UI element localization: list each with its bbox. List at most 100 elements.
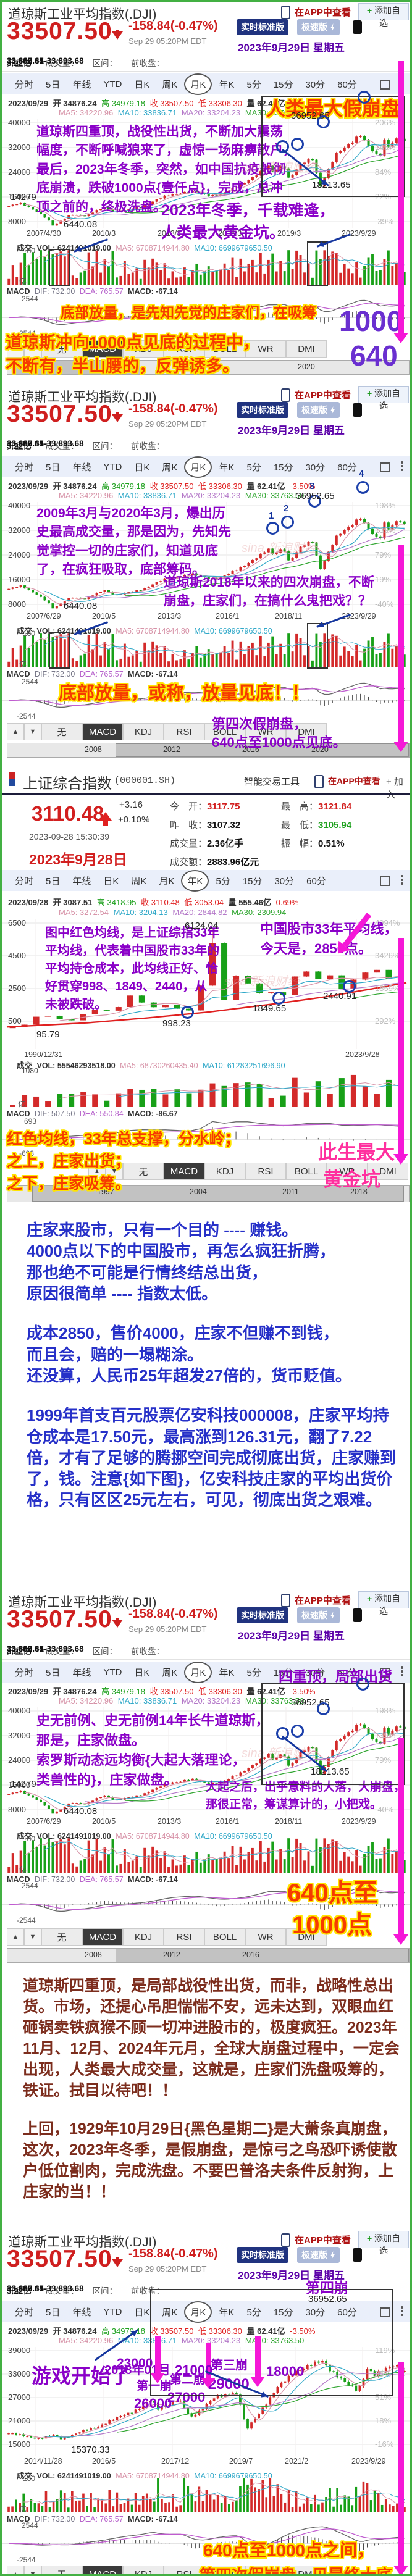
indicator-tab-BOLL[interactable]: BOLL (286, 1163, 327, 1180)
tab-YTD[interactable]: YTD (103, 461, 122, 472)
tab-60分[interactable]: 60分 (337, 79, 357, 90)
tab-月K[interactable]: 月K (184, 73, 212, 95)
indicator-nav-arrow[interactable]: ▲ (7, 2566, 24, 2574)
tab-30分[interactable]: 30分 (305, 1667, 326, 1678)
realtime-standard-badge[interactable]: 实时标准版 (237, 2247, 288, 2263)
scrollbar-thumb[interactable] (116, 743, 409, 757)
indicator-tab-RSI[interactable]: RSI (164, 2566, 204, 2574)
tab-5日[interactable]: 5日 (46, 2307, 61, 2318)
volume-chart[interactable] (2, 632, 410, 667)
tab-30分[interactable]: 30分 (274, 876, 295, 887)
more-options-icon[interactable] (401, 461, 403, 464)
tab-分时[interactable]: 分时 (15, 1667, 34, 1678)
tab-日K[interactable]: 日K (134, 462, 150, 473)
indicator-tab-无[interactable]: 无 (41, 723, 82, 740)
indicator-tab-MACD[interactable]: MACD (82, 723, 123, 740)
price-chart[interactable] (2, 119, 410, 228)
indicator-tab-WR[interactable]: WR (327, 1163, 368, 1180)
indicator-tab-MACD[interactable]: MACD (82, 1928, 123, 1946)
price-chart[interactable] (2, 502, 410, 611)
indicator-tab-RSI[interactable]: RSI (164, 340, 204, 358)
tab-周K[interactable]: 周K (162, 1667, 178, 1678)
fast-version-badge[interactable]: 极速版 (297, 402, 340, 418)
tab-YTD[interactable]: YTD (103, 1666, 122, 1678)
tab-月K[interactable]: 月K (184, 456, 212, 478)
volume-chart[interactable] (2, 1837, 410, 1873)
tab-60分[interactable]: 60分 (306, 876, 326, 887)
chart-scrollbar[interactable]: 1997 2004 2011 2018 (7, 1185, 410, 1202)
add-watchlist-button[interactable]: + 添加自选 (358, 3, 409, 28)
tab-周K[interactable]: 周K (162, 2307, 178, 2318)
tab-5日[interactable]: 5日 (46, 1667, 61, 1678)
indicator-tab-RSI[interactable]: RSI (245, 1163, 286, 1180)
chart-scrollbar[interactable]: 2016 2020 (7, 360, 410, 375)
tab-月K[interactable]: 月K (159, 876, 175, 887)
macd-chart[interactable] (2, 1117, 410, 1160)
view-in-app-link[interactable]: 在APP中查看 (295, 7, 351, 18)
chart-scrollbar[interactable]: 2008 2012 2016 (7, 1948, 410, 1963)
tab-5日[interactable]: 5日 (46, 876, 61, 887)
tab-30分[interactable]: 30分 (305, 462, 326, 473)
indicator-tab-DMI[interactable]: DMI (286, 1928, 327, 1946)
tab-15分[interactable]: 15分 (273, 2307, 293, 2318)
tab-30分[interactable]: 30分 (305, 79, 326, 90)
tab-YTD[interactable]: YTD (103, 78, 122, 90)
tab-60分[interactable]: 60分 (337, 462, 357, 473)
fullscreen-icon[interactable] (380, 2307, 390, 2317)
tab-年线[interactable]: 年线 (72, 1667, 91, 1678)
tab-15分[interactable]: 15分 (273, 79, 293, 90)
tab-5分[interactable]: 5分 (246, 1667, 261, 1678)
add-button[interactable]: + 加入 (386, 777, 403, 800)
macd-chart[interactable] (2, 296, 410, 338)
indicator-tab-WR[interactable]: WR (245, 340, 286, 358)
indicator-tab-KDJ[interactable]: KDJ (204, 1163, 245, 1180)
indicator-tab-BOLL[interactable]: BOLL (204, 1928, 245, 1946)
fast-version-badge[interactable]: 极速版 (297, 2247, 340, 2263)
indicator-tab-DMI[interactable]: DMI (286, 2566, 327, 2574)
fullscreen-icon[interactable] (380, 1668, 390, 1678)
smart-trade-tools-link[interactable]: 智能交易工具 (244, 777, 300, 787)
tab-15分[interactable]: 15分 (273, 1667, 293, 1678)
realtime-standard-badge[interactable]: 实时标准版 (237, 1607, 288, 1623)
scrollbar-thumb[interactable] (116, 1949, 409, 1962)
tab-5分[interactable]: 5分 (246, 2307, 261, 2318)
indicator-tab-KDJ[interactable]: KDJ (123, 340, 164, 358)
tab-年线[interactable]: 年线 (72, 79, 91, 90)
scrollbar-thumb[interactable] (32, 1186, 404, 1202)
fullscreen-icon[interactable] (380, 462, 390, 472)
indicator-tab-KDJ[interactable]: KDJ (123, 723, 164, 740)
indicator-nav-arrow[interactable]: ▼ (106, 1163, 123, 1180)
volume-chart[interactable] (2, 249, 410, 285)
tab-5分[interactable]: 5分 (216, 876, 230, 887)
indicator-tab-DMI[interactable]: DMI (286, 723, 327, 740)
volume-chart[interactable] (2, 2477, 410, 2512)
tab-周K[interactable]: 周K (131, 876, 147, 887)
macd-chart[interactable] (2, 1883, 410, 1925)
tab-5日[interactable]: 5日 (46, 462, 61, 473)
view-in-app-link[interactable]: 在APP中查看 (295, 2235, 351, 2246)
indicator-tab-DMI[interactable]: DMI (286, 340, 327, 358)
indicator-nav-arrow[interactable]: ▼ (24, 340, 41, 358)
price-chart[interactable] (2, 1707, 410, 1816)
realtime-standard-badge[interactable]: 实时标准版 (237, 19, 288, 35)
indicator-tab-BOLL[interactable]: BOLL (204, 723, 245, 740)
indicator-tab-DMI[interactable]: DMI (368, 1163, 408, 1180)
indicator-tab-BOLL[interactable]: BOLL (204, 340, 245, 358)
tab-年K[interactable]: 年K (219, 462, 235, 473)
fast-version-badge[interactable]: 极速版 (297, 1607, 340, 1623)
indicator-tab-WR[interactable]: WR (245, 723, 286, 740)
macd-chart[interactable] (2, 2522, 410, 2563)
indicator-nav-arrow[interactable]: ▼ (24, 723, 41, 740)
tab-年线[interactable]: 年线 (72, 2307, 91, 2318)
tab-年K[interactable]: 年K (219, 79, 235, 90)
indicator-tab-WR[interactable]: WR (245, 2566, 286, 2574)
macd-chart[interactable] (2, 679, 410, 721)
volume-chart[interactable] (2, 1069, 410, 1107)
more-options-icon[interactable] (401, 875, 403, 877)
indicator-tab-MACD[interactable]: MACD (164, 1163, 204, 1180)
indicator-tab-RSI[interactable]: RSI (164, 1928, 204, 1946)
tab-分时[interactable]: 分时 (15, 2307, 34, 2318)
tab-YTD[interactable]: YTD (103, 2306, 122, 2317)
fullscreen-icon[interactable] (380, 876, 390, 886)
view-in-app-link[interactable]: 在APP中查看 (295, 390, 351, 401)
